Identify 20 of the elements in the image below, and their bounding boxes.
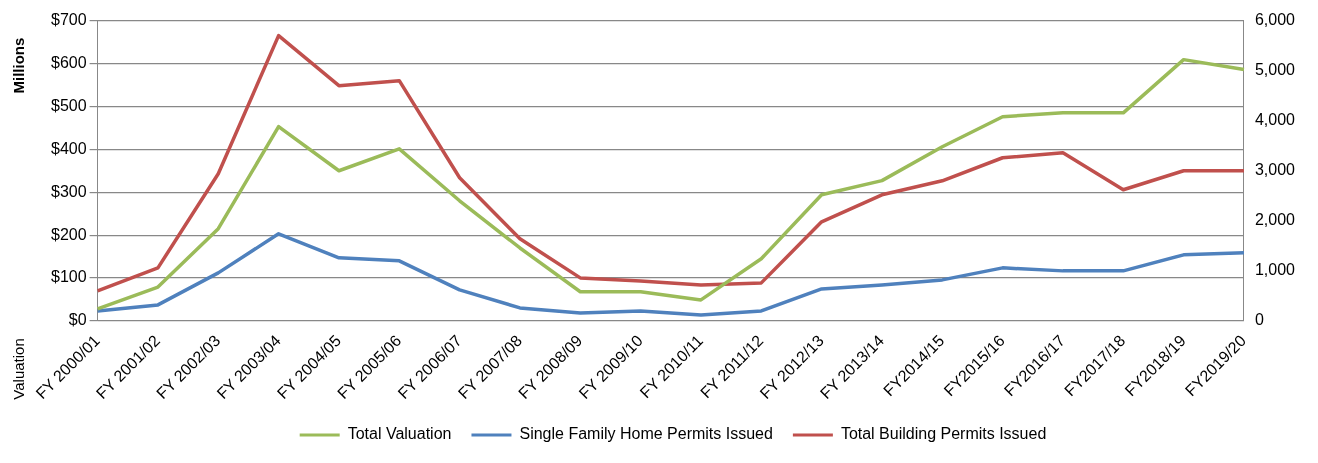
y2-tick-label: 4,000 [1254,111,1296,129]
y2-tick-label: 0 [1254,311,1264,329]
y-axis-title: Valuation [10,338,28,400]
legend-label: Total Building Permits Issued [840,425,1047,443]
y2-tick-label: 3,000 [1254,161,1296,179]
y-tick-label: $400 [51,139,87,157]
y-tick-label: $600 [51,53,87,71]
y-tick-label: $100 [51,268,87,286]
text: Millions [10,37,28,94]
y-tick-label: $500 [51,96,87,114]
y2-tick-label: 1,000 [1254,261,1296,279]
legend-label: Single Family Home Permits Issued [519,425,773,443]
legend-label: Total Valuation [347,425,452,443]
y2-tick-label: 2,000 [1254,211,1296,229]
y-tick-label: $300 [51,182,87,200]
y2-tick-label: 6,000 [1254,11,1296,29]
y-tick-label: $700 [51,11,87,29]
y-tick-label: $0 [68,311,87,329]
y2-tick-label: 5,000 [1254,61,1296,79]
y-tick-label: $200 [51,225,87,243]
